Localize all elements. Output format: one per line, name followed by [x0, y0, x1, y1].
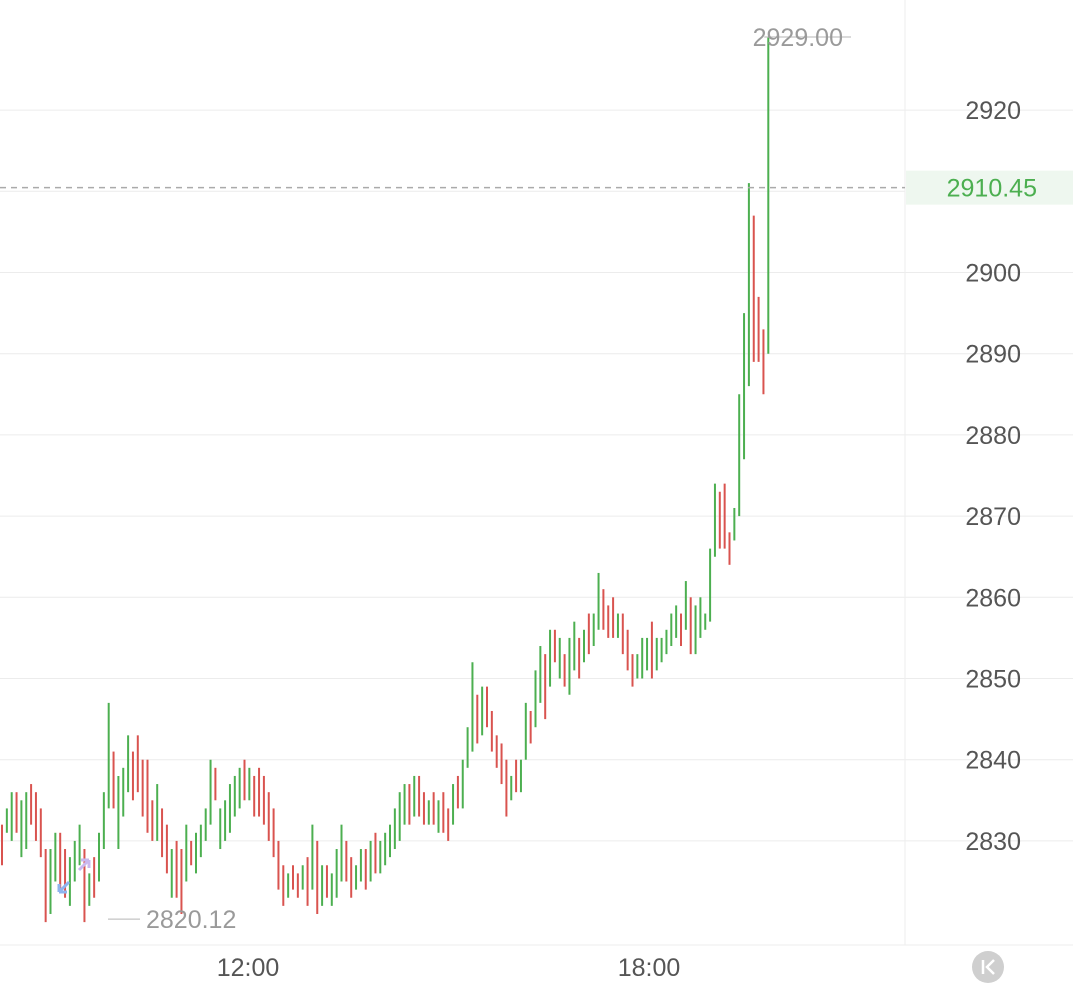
price-tick-label: 2890: [965, 341, 1021, 369]
time-tick-label: 12:00: [217, 954, 280, 982]
drawing-tool-icon[interactable]: [57, 858, 91, 894]
time-axis: 12:00 18:00: [217, 954, 681, 982]
grid-lines: [0, 109, 1073, 842]
price-tick-label: 2830: [965, 828, 1021, 856]
annotations: 2910.45 2929.00 2820.12: [0, 24, 1037, 934]
price-tick-label: 2860: [965, 584, 1021, 612]
current-price-label-background: [906, 170, 1073, 205]
high-price-label: 2929.00: [753, 24, 843, 52]
price-axis: 2830 2840 2850 2860 2870 2880 2890 2900 2920: [965, 97, 1021, 856]
price-tick-label: 2850: [965, 666, 1021, 694]
price-tick-label: 2920: [965, 97, 1021, 125]
current-price-label: 2910.45: [947, 175, 1037, 203]
ohlc-bars: [1, 37, 770, 923]
skip-to-end-icon: [981, 959, 995, 975]
price-tick-label: 2880: [965, 422, 1021, 450]
time-tick-label: 18:00: [618, 954, 681, 982]
price-tick-label: 2840: [965, 747, 1021, 775]
low-price-label: 2820.12: [146, 906, 236, 934]
scroll-to-latest-button[interactable]: [972, 951, 1004, 983]
price-tick-label: 2870: [965, 503, 1021, 531]
price-tick-label: 2900: [965, 260, 1021, 288]
